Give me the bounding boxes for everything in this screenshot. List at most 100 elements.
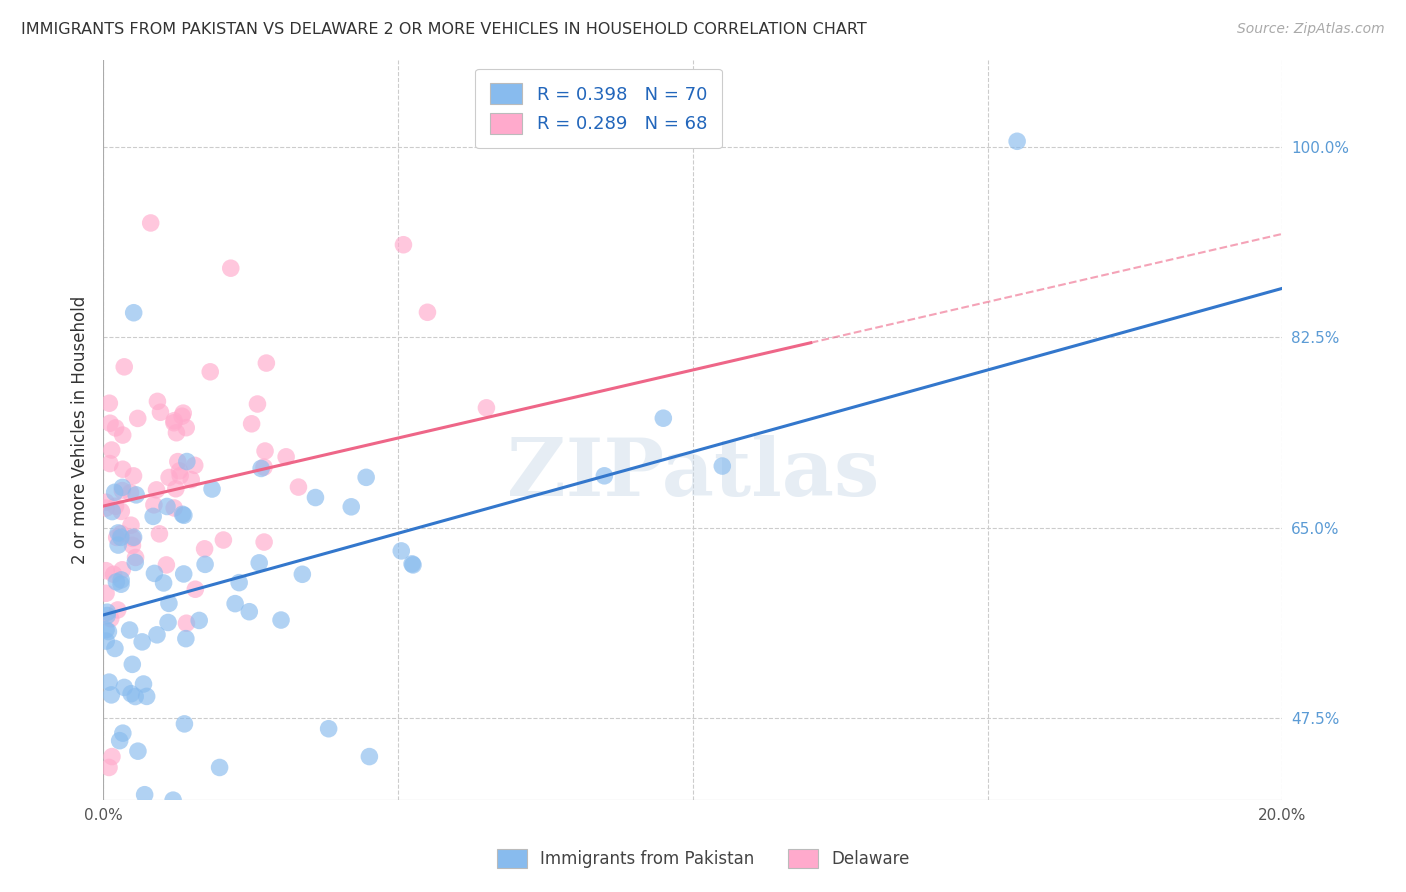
Point xyxy=(238,605,260,619)
Point xyxy=(96,605,118,619)
Point xyxy=(94,501,117,516)
Point xyxy=(112,359,135,374)
Point xyxy=(174,420,197,434)
Point xyxy=(120,687,142,701)
Point xyxy=(173,508,195,523)
Point xyxy=(132,677,155,691)
Point xyxy=(359,749,381,764)
Point xyxy=(94,586,117,600)
Point xyxy=(163,414,186,428)
Point xyxy=(143,566,166,581)
Point xyxy=(593,468,616,483)
Point xyxy=(157,615,180,630)
Point xyxy=(152,576,174,591)
Point xyxy=(401,557,423,571)
Point xyxy=(145,483,167,497)
Point xyxy=(122,468,145,483)
Point xyxy=(100,612,122,626)
Point xyxy=(156,500,179,514)
Point xyxy=(110,577,132,591)
Point xyxy=(142,509,165,524)
Point xyxy=(1005,134,1028,148)
Point xyxy=(184,582,207,597)
Point xyxy=(200,365,222,379)
Point xyxy=(107,525,129,540)
Point xyxy=(340,500,363,514)
Point xyxy=(101,505,124,519)
Point xyxy=(107,603,129,617)
Point xyxy=(354,470,377,484)
Point xyxy=(163,500,186,515)
Point xyxy=(208,760,231,774)
Point xyxy=(127,411,149,425)
Point xyxy=(172,508,194,522)
Point xyxy=(120,518,142,533)
Point xyxy=(121,532,143,546)
Point xyxy=(711,458,734,473)
Point xyxy=(201,482,224,496)
Point xyxy=(250,461,273,475)
Point xyxy=(162,793,184,807)
Point xyxy=(131,635,153,649)
Point xyxy=(276,450,298,464)
Point xyxy=(170,409,193,424)
Point xyxy=(219,261,242,276)
Point xyxy=(104,485,127,500)
Point xyxy=(94,623,117,637)
Point xyxy=(120,485,142,500)
Point xyxy=(105,574,128,589)
Point xyxy=(127,744,149,758)
Point xyxy=(148,527,170,541)
Point xyxy=(146,394,169,409)
Text: Source: ZipAtlas.com: Source: ZipAtlas.com xyxy=(1237,22,1385,37)
Point xyxy=(402,558,425,572)
Point xyxy=(111,480,134,494)
Point xyxy=(173,566,195,581)
Point xyxy=(212,533,235,547)
Point xyxy=(165,425,187,440)
Point xyxy=(194,541,217,556)
Point xyxy=(254,356,277,370)
Point xyxy=(112,681,135,695)
Point xyxy=(110,526,132,541)
Point xyxy=(652,411,675,425)
Point xyxy=(416,305,439,319)
Point xyxy=(149,405,172,419)
Point xyxy=(246,397,269,411)
Legend: R = 0.398   N = 70, R = 0.289   N = 68: R = 0.398 N = 70, R = 0.289 N = 68 xyxy=(475,69,721,148)
Point xyxy=(146,628,169,642)
Point xyxy=(124,556,146,570)
Point xyxy=(100,442,122,457)
Point xyxy=(111,726,134,740)
Point xyxy=(100,688,122,702)
Point xyxy=(142,498,165,512)
Point xyxy=(173,717,195,731)
Point xyxy=(165,482,187,496)
Point xyxy=(139,216,162,230)
Point xyxy=(318,722,340,736)
Point xyxy=(96,634,118,648)
Point xyxy=(287,480,309,494)
Point xyxy=(228,575,250,590)
Point xyxy=(110,504,132,518)
Point xyxy=(111,563,134,577)
Point xyxy=(180,473,202,487)
Point xyxy=(157,596,180,610)
Point xyxy=(121,657,143,672)
Point xyxy=(103,567,125,582)
Y-axis label: 2 or more Vehicles in Household: 2 or more Vehicles in Household xyxy=(72,296,89,564)
Point xyxy=(254,444,277,458)
Point xyxy=(163,416,186,430)
Point xyxy=(105,531,128,545)
Point xyxy=(194,558,217,572)
Point xyxy=(392,237,415,252)
Point xyxy=(98,675,121,690)
Point xyxy=(253,460,276,475)
Point xyxy=(224,597,246,611)
Point xyxy=(104,641,127,656)
Point xyxy=(188,614,211,628)
Point xyxy=(169,464,191,478)
Point xyxy=(124,690,146,704)
Point xyxy=(155,558,177,572)
Point xyxy=(475,401,498,415)
